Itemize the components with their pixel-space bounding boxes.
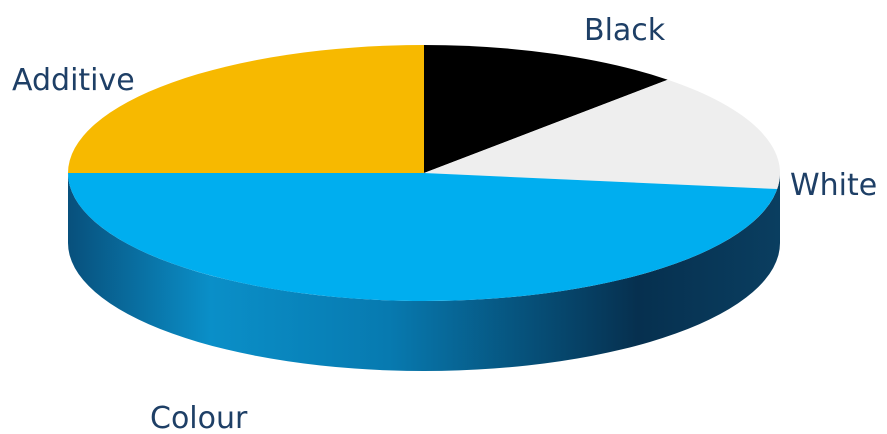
pie-slice-additive: [68, 45, 424, 173]
slice-label-colour: Colour: [150, 401, 248, 434]
slice-label-black: Black: [584, 13, 666, 48]
slice-label-white: White: [790, 168, 877, 203]
pie-slice-black: [424, 45, 668, 173]
pie-top-layer: [68, 45, 780, 302]
slice-label-additive: Additive: [12, 63, 135, 98]
pie-side-wall: [68, 173, 780, 371]
pie-slice-colour: [68, 173, 778, 302]
pie-side-layer: [68, 173, 780, 371]
pie-slice-white: [424, 79, 780, 190]
